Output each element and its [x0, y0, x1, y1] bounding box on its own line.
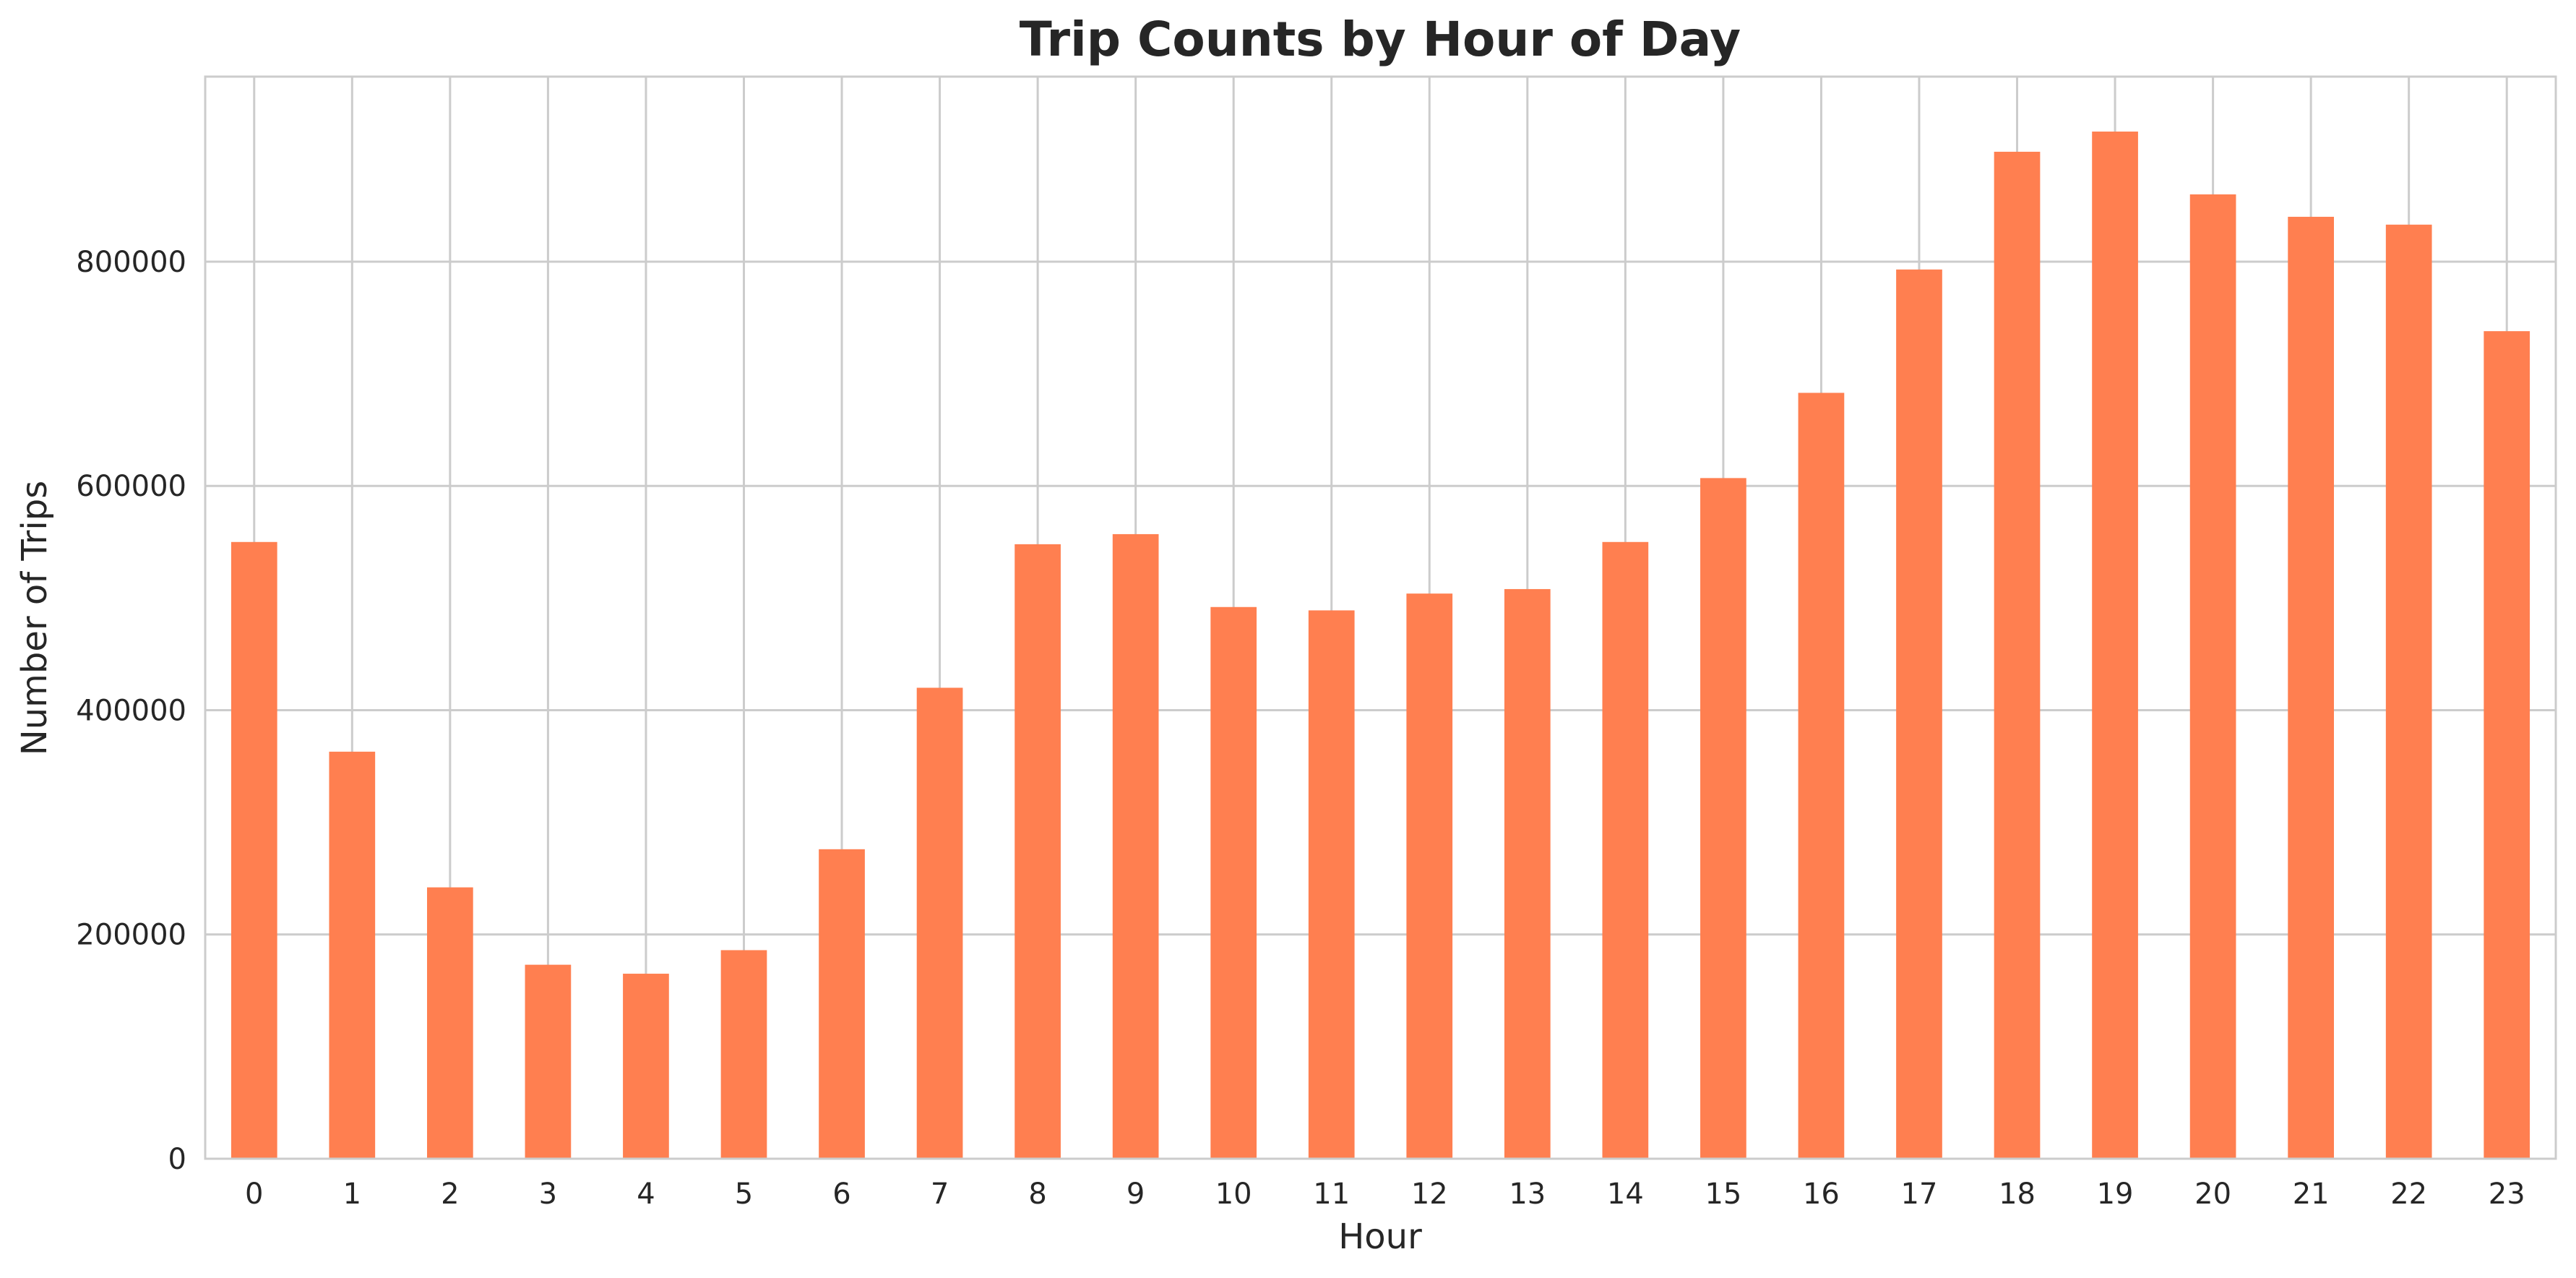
- x-tick-label: 14: [1607, 1178, 1644, 1211]
- bar-hour-18: [1994, 151, 2041, 1159]
- chart-title: Trip Counts by Hour of Day: [1020, 12, 1741, 67]
- bar-hour-6: [819, 849, 865, 1159]
- bar-hour-0: [231, 541, 277, 1159]
- x-tick-label: 7: [931, 1178, 949, 1211]
- bar-hour-14: [1602, 541, 1649, 1159]
- bar-hour-13: [1504, 588, 1551, 1159]
- x-tick-label: 2: [441, 1178, 459, 1211]
- x-tick-label: 15: [1705, 1178, 1741, 1211]
- x-tick-label: 18: [1999, 1178, 2036, 1211]
- x-tick-label: 13: [1509, 1178, 1546, 1211]
- bar-hour-19: [2092, 132, 2138, 1159]
- bar-hour-16: [1798, 393, 1845, 1159]
- x-tick-label: 4: [637, 1178, 655, 1211]
- x-tick-label: 9: [1127, 1178, 1145, 1211]
- bar-hour-2: [427, 887, 473, 1159]
- bar-hour-1: [329, 751, 376, 1159]
- bar-hour-17: [1896, 269, 1942, 1159]
- x-tick-label: 1: [343, 1178, 361, 1211]
- x-tick-label: 22: [2390, 1178, 2427, 1211]
- y-tick-label: 800000: [76, 246, 186, 279]
- y-tick-label: 0: [168, 1143, 186, 1176]
- y-tick-label: 400000: [76, 694, 186, 727]
- x-axis-label: Hour: [1338, 1217, 1422, 1257]
- bar-hour-7: [916, 687, 963, 1159]
- x-tick-label: 11: [1313, 1178, 1350, 1211]
- bar-hour-5: [720, 950, 767, 1159]
- x-tick-label: 8: [1028, 1178, 1046, 1211]
- y-tick-labels: 0 200000 400000 600000 800000: [76, 246, 186, 1176]
- bar-hour-20: [2189, 194, 2236, 1159]
- x-tick-label: 10: [1215, 1178, 1252, 1211]
- x-tick-labels: 0 1 2 3 4 5 6 7 8 9 10 11 12 13 14 15 16 17 18 19 20 21 22 23: [245, 1178, 2525, 1211]
- bar-hour-11: [1308, 610, 1355, 1159]
- bar-hour-22: [2385, 224, 2432, 1159]
- y-axis-label: Number of Trips: [14, 481, 55, 755]
- x-tick-label: 0: [245, 1178, 263, 1211]
- bar-hour-21: [2288, 216, 2334, 1159]
- y-tick-label: 200000: [76, 919, 186, 952]
- plot-frame: [204, 75, 2557, 1160]
- bar-hour-3: [525, 964, 572, 1159]
- x-tick-label: 17: [1901, 1178, 1938, 1211]
- x-tick-label: 23: [2489, 1178, 2525, 1211]
- bar-hour-9: [1112, 533, 1159, 1159]
- x-tick-label: 12: [1411, 1178, 1448, 1211]
- y-tick-label: 600000: [76, 470, 186, 503]
- x-tick-label: 16: [1803, 1178, 1840, 1211]
- bar-hour-8: [1015, 544, 1061, 1159]
- x-tick-label: 19: [2097, 1178, 2134, 1211]
- bar-hour-12: [1406, 593, 1453, 1159]
- bar-hour-4: [623, 974, 669, 1159]
- bar-hour-23: [2484, 331, 2530, 1159]
- bar-hour-15: [1700, 478, 1746, 1159]
- x-tick-label: 6: [832, 1178, 850, 1211]
- bar-hour-10: [1210, 606, 1257, 1159]
- x-tick-label: 3: [539, 1178, 557, 1211]
- x-tick-label: 5: [735, 1178, 753, 1211]
- x-tick-label: 20: [2194, 1178, 2231, 1211]
- bar-series: [231, 132, 2530, 1159]
- x-tick-label: 21: [2293, 1178, 2330, 1211]
